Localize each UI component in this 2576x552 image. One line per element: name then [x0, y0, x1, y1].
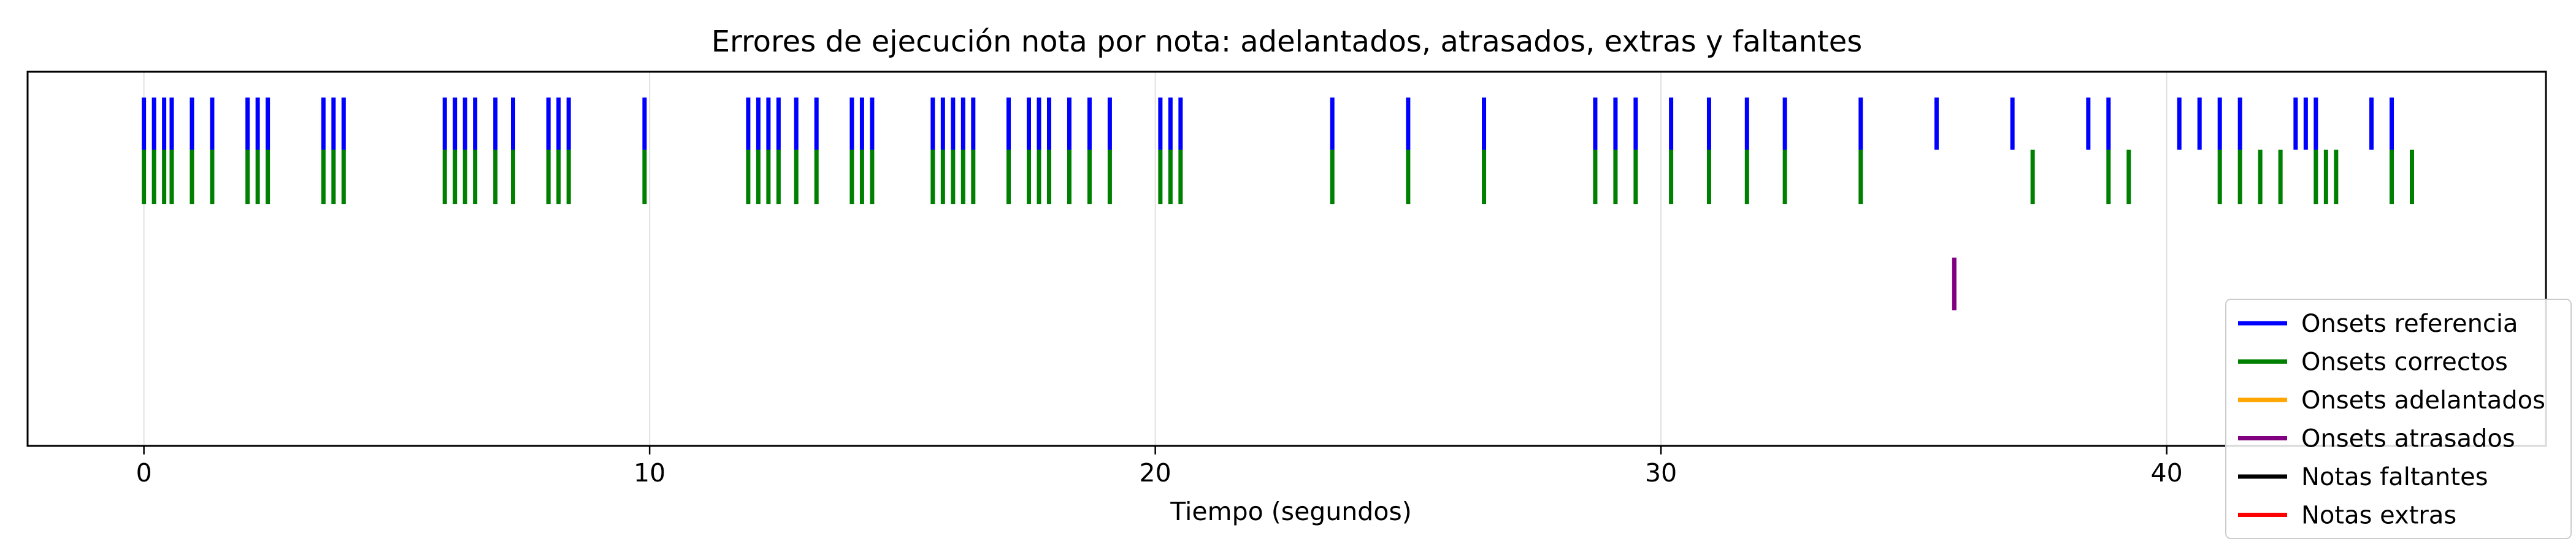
grid-lines — [143, 72, 2168, 446]
chart-title: Errores de ejecución nota por nota: adel… — [711, 25, 1863, 59]
legend: Onsets referencia Onsets correctos Onsets … — [2225, 299, 2572, 539]
x-tick-label: 40 — [2151, 458, 2183, 488]
legend-label-onsets-adelantados: Onsets adelantados — [2301, 386, 2545, 415]
legend-label-notas-extras: Notas extras — [2301, 502, 2456, 530]
legend-box — [2225, 299, 2572, 539]
legend-label-onsets-atrasados: Onsets atrasados — [2301, 425, 2515, 453]
legend-label-onsets-correctos: Onsets correctos — [2301, 348, 2508, 377]
x-tick-label: 0 — [136, 458, 152, 488]
legend-label-notas-faltantes: Notas faltantes — [2301, 463, 2488, 491]
x-axis-label: Tiempo (segundos) — [1170, 497, 1412, 526]
plot-frame — [26, 71, 2547, 447]
x-axis-ticks: 0 10 20 30 40 — [136, 446, 2183, 488]
x-tick-label: 30 — [1645, 458, 1677, 488]
legend-label-onsets-referencia: Onsets referencia — [2301, 310, 2518, 338]
x-tick-label: 10 — [634, 458, 665, 488]
x-tick-label: 20 — [1140, 458, 1171, 488]
event-marks — [142, 98, 2415, 310]
